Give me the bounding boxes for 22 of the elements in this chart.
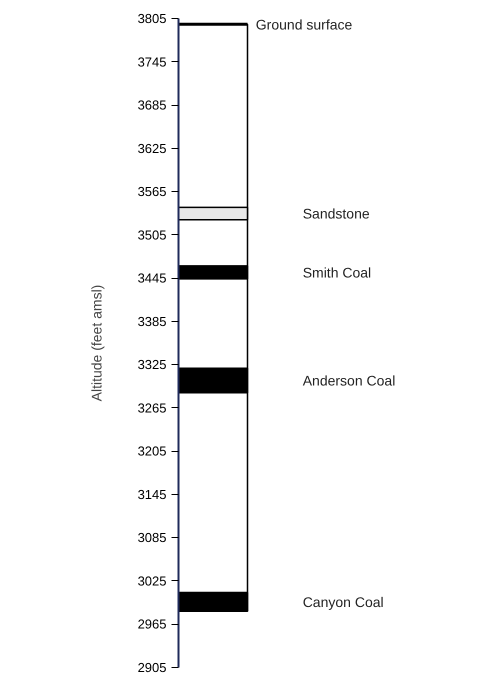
- y-tick-label: 3265: [138, 400, 166, 416]
- y-tick-label: 3805: [138, 11, 166, 26]
- y-tick-label: 3685: [138, 98, 166, 113]
- y-tick-label: 3025: [138, 573, 166, 588]
- y-tick-label: 3325: [138, 357, 166, 372]
- y-tick-label: 3205: [138, 444, 166, 459]
- y-tick-label: 3625: [138, 140, 166, 156]
- y-tick-label: 3385: [138, 314, 166, 329]
- y-tick-label: 2905: [138, 660, 166, 675]
- y-tick-label: 3145: [138, 486, 166, 502]
- text: Smith Coal: [302, 264, 372, 280]
- y-tick-label: 2965: [138, 616, 166, 632]
- text: Anderson Coal: [302, 372, 396, 388]
- y-tick-label: 3565: [138, 184, 166, 200]
- text: Sandstone: [302, 206, 370, 222]
- y-tick-label: 3505: [138, 227, 166, 242]
- y-axis-title: Altitude (feet amsl): [88, 284, 105, 402]
- ref-line-label: Ground surface: [256, 16, 352, 32]
- y-tick-label: 3745: [138, 54, 166, 70]
- text: Canyon Coal: [302, 594, 384, 610]
- y-tick-label: 3085: [138, 530, 166, 546]
- y-tick-label: 3445: [138, 270, 166, 286]
